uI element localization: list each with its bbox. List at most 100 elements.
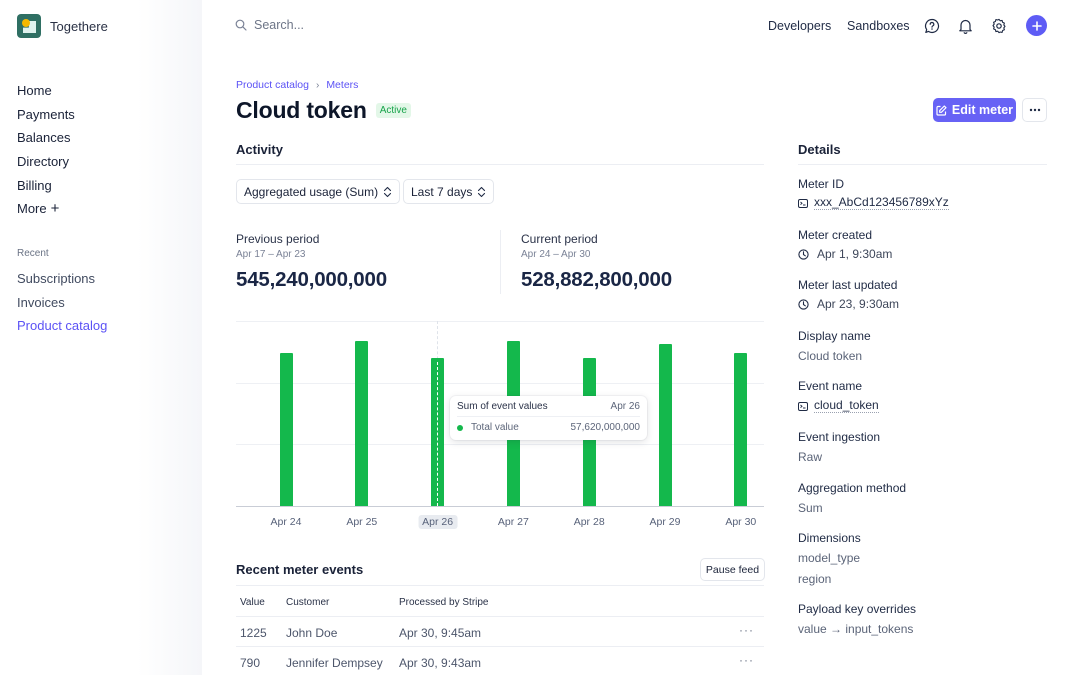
x-axis-label: Apr 29 — [649, 516, 681, 528]
recent-nav: Subscriptions Invoices Product catalog — [17, 267, 107, 338]
divider — [236, 585, 764, 586]
help-button[interactable] — [922, 16, 942, 36]
cell-value: 1225 — [240, 626, 267, 640]
sidebar-item-label: Home — [17, 82, 52, 98]
notifications-button[interactable] — [955, 16, 975, 36]
current-period-label: Current period — [521, 232, 598, 246]
chart-bar[interactable] — [658, 344, 672, 506]
sidebar-item-more[interactable]: More + — [17, 197, 75, 221]
hover-crosshair — [437, 362, 439, 506]
chart-bar[interactable] — [734, 353, 748, 506]
display-name-label: Display name — [798, 329, 871, 343]
edit-meter-button[interactable]: Edit meter — [933, 98, 1016, 122]
sidebar-item-subscriptions[interactable]: Subscriptions — [17, 267, 107, 291]
chevron-right-icon: › — [315, 79, 320, 91]
previous-period-range: Apr 17 – Apr 23 — [236, 249, 306, 260]
updated-value: Apr 23, 9:30am — [798, 297, 899, 311]
row-more-icon[interactable]: ··· — [739, 653, 754, 667]
plus-icon: + — [50, 200, 60, 218]
chart-bar[interactable] — [355, 341, 369, 506]
usage-bar-chart[interactable]: Apr 24 Apr 25 Apr 26 Apr 27 Apr 28 Apr 29 Apr … — [236, 315, 764, 535]
help-icon — [924, 18, 940, 34]
more-horizontal-icon — [1029, 108, 1040, 112]
breadcrumb-meters[interactable]: Meters — [326, 79, 359, 91]
tooltip-value: 57,620,000,000 — [570, 422, 640, 433]
column-header-processed[interactable]: Processed by Stripe — [399, 597, 489, 608]
series-dot-icon — [457, 424, 463, 431]
tooltip-date: Apr 26 — [610, 401, 640, 412]
create-button[interactable] — [1026, 15, 1047, 36]
current-period-value: 528,882,800,000 — [521, 268, 672, 291]
aggregation-select-value: Aggregated usage (Sum) — [244, 184, 379, 199]
bell-icon — [958, 19, 972, 34]
column-header-value[interactable]: Value — [240, 597, 265, 608]
terminal-icon — [798, 198, 808, 208]
aggregation-value: Sum — [798, 501, 823, 515]
chart-bar[interactable] — [279, 353, 293, 506]
logo-icon — [17, 14, 41, 38]
sidebar-item-balances[interactable]: Balances — [17, 126, 75, 150]
meter-id-text: xxx_AbCd123456789xYz — [814, 195, 949, 210]
sidebar-item-product-catalog[interactable]: Product catalog — [17, 314, 107, 338]
date-range-select-value: Last 7 days — [411, 184, 473, 199]
event-name-value[interactable]: cloud_token — [798, 399, 879, 413]
column-header-customer[interactable]: Customer — [286, 597, 330, 608]
divider — [236, 164, 764, 165]
sidebar-item-label: Invoices — [17, 294, 65, 310]
sidebar-item-home[interactable]: Home — [17, 79, 75, 103]
row-more-icon[interactable]: ··· — [739, 623, 754, 637]
x-axis-label: Apr 30 — [725, 516, 757, 528]
sidebar-item-label: Payments — [17, 106, 75, 122]
aggregation-label: Aggregation method — [798, 481, 907, 495]
status-badge: Active — [375, 103, 411, 118]
title-row: Cloud token Active — [236, 97, 411, 124]
sidebar-item-directory[interactable]: Directory — [17, 150, 75, 174]
x-axis-label: Apr 26 — [418, 515, 458, 529]
settings-button[interactable] — [989, 16, 1009, 36]
tooltip-series-label: Total value — [471, 422, 519, 433]
chevron-updown-icon — [478, 186, 486, 197]
brand-name: Togethere — [50, 18, 108, 34]
sidebar-item-label: Directory — [17, 153, 70, 169]
sidebar-item-label: More — [17, 201, 47, 217]
gridline — [236, 444, 764, 445]
aggregation-select[interactable]: Aggregated usage (Sum) — [236, 179, 401, 204]
clock-icon — [798, 248, 809, 260]
plus-icon — [1031, 20, 1042, 31]
table-row[interactable]: 1225 John Doe Apr 30, 9:45am ··· — [236, 616, 764, 646]
x-axis-label: Apr 27 — [497, 516, 529, 528]
breadcrumb-product-catalog[interactable]: Product catalog — [236, 79, 309, 91]
dimensions-label: Dimensions — [798, 531, 861, 545]
date-range-select[interactable]: Last 7 days — [403, 179, 495, 204]
gridline — [236, 321, 764, 322]
pause-feed-button[interactable]: Pause feed — [700, 558, 765, 581]
updated-text: Apr 23, 9:30am — [817, 297, 900, 311]
activity-heading: Activity — [236, 142, 283, 157]
terminal-icon — [798, 401, 808, 411]
x-axis-label: Apr 25 — [346, 516, 378, 528]
created-label: Meter created — [798, 228, 873, 242]
more-actions-button[interactable] — [1022, 98, 1047, 122]
brand[interactable]: Togethere — [17, 14, 108, 38]
edit-icon — [936, 104, 947, 116]
meter-id-value[interactable]: xxx_AbCd123456789xYz — [798, 196, 949, 210]
sidebar-item-label: Subscriptions — [17, 270, 96, 286]
chart-tooltip: Sum of event values Apr 26 Total value 5… — [450, 396, 647, 440]
developers-link[interactable]: Developers — [768, 19, 832, 33]
updated-label: Meter last updated — [798, 278, 898, 292]
divider — [798, 164, 1047, 165]
sidebar-item-billing[interactable]: Billing — [17, 174, 75, 198]
table-row[interactable]: 790 Jennifer Dempsey Apr 30, 9:43am ··· — [236, 646, 764, 675]
clock-icon — [798, 298, 809, 310]
search-icon — [235, 19, 247, 31]
search-input[interactable]: Search... — [235, 18, 304, 32]
sandboxes-link[interactable]: Sandboxes — [847, 19, 910, 33]
cell-processed: Apr 30, 9:43am — [399, 656, 482, 670]
sidebar-item-invoices[interactable]: Invoices — [17, 291, 107, 315]
current-period: Current period Apr 24 – Apr 30 528,882,8… — [521, 232, 672, 292]
recent-heading: Recent — [17, 248, 49, 259]
period-divider — [500, 230, 501, 294]
created-text: Apr 1, 9:30am — [817, 247, 893, 261]
sidebar-item-payments[interactable]: Payments — [17, 103, 75, 127]
sidebar-nav: Home Payments Balances Directory Billing… — [17, 79, 75, 221]
